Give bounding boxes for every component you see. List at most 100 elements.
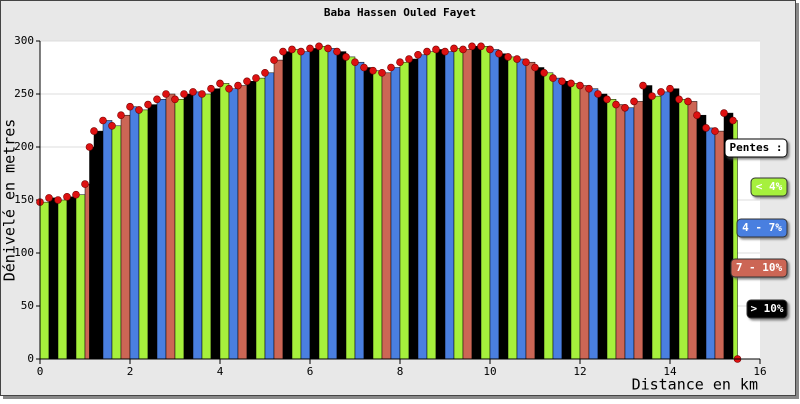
bar — [696, 114, 707, 360]
bar — [408, 58, 419, 360]
legend-title-box — [724, 138, 788, 158]
point — [702, 124, 710, 132]
legend: Pentes : < 4% 4 - 7% 7 - 10% > 10% — [724, 138, 788, 319]
bar — [75, 194, 86, 360]
bar — [201, 93, 212, 360]
bar — [660, 91, 671, 360]
point — [621, 103, 629, 112]
point — [576, 81, 584, 90]
bar — [381, 72, 392, 360]
bar — [543, 72, 554, 360]
legend-swatch — [746, 299, 788, 319]
bar — [39, 201, 50, 360]
legend-swatch — [750, 177, 788, 197]
y-tick-label: 300 — [14, 34, 34, 47]
bar — [570, 83, 581, 360]
point — [666, 84, 674, 93]
bar — [129, 106, 140, 360]
x-axis-label: Distance en km — [632, 376, 758, 394]
bar — [561, 81, 572, 360]
x-tick-label: 0 — [37, 365, 44, 378]
x-tick-label: 16 — [753, 365, 766, 378]
bar — [516, 58, 527, 360]
point — [423, 47, 431, 56]
point — [495, 49, 503, 58]
point — [513, 55, 521, 63]
point — [108, 122, 116, 130]
point — [306, 44, 314, 53]
bar — [237, 85, 248, 360]
point — [189, 88, 197, 96]
bar — [462, 49, 473, 360]
bar — [453, 48, 464, 360]
bar — [120, 114, 131, 360]
point — [54, 196, 62, 204]
y-tick-label: 250 — [14, 87, 34, 100]
bar — [624, 107, 635, 360]
point — [612, 100, 620, 109]
bar — [525, 61, 536, 360]
x-tick-label: 8 — [397, 365, 404, 378]
point — [72, 190, 80, 199]
bar — [417, 54, 428, 360]
chart-title: Baba Hassen Ouled Fayet — [324, 6, 476, 19]
point — [45, 194, 53, 202]
bar — [507, 56, 518, 360]
bar — [345, 56, 356, 360]
bar — [372, 70, 383, 360]
point — [135, 106, 143, 114]
point — [675, 95, 683, 104]
point — [270, 56, 278, 64]
bar — [363, 67, 374, 360]
bar — [435, 49, 446, 360]
point — [522, 58, 530, 67]
bar — [606, 99, 617, 360]
point — [342, 53, 350, 61]
x-tick-label: 2 — [127, 365, 134, 378]
point — [396, 58, 404, 67]
bar — [111, 125, 122, 360]
bar — [444, 51, 455, 360]
bar — [480, 46, 491, 360]
bar — [273, 59, 284, 360]
bar — [300, 51, 311, 360]
point — [405, 55, 413, 63]
x-tick-label: 12 — [573, 365, 586, 378]
point — [486, 45, 494, 54]
point — [432, 45, 440, 54]
plot: 0 50 100 150 200 250 300 0 2 4 6 8 10 12 14 16 — [14, 34, 767, 378]
point — [603, 95, 611, 104]
frame-shadow — [796, 3, 799, 399]
point — [468, 42, 476, 51]
y-axis-label: Dénivelé en metres — [1, 119, 19, 282]
point — [450, 44, 458, 53]
point — [180, 90, 188, 98]
point — [414, 50, 422, 59]
bar — [264, 72, 275, 360]
bar — [210, 88, 221, 360]
point — [648, 92, 656, 100]
legend-swatch — [736, 218, 788, 238]
point — [360, 63, 368, 72]
bar — [228, 88, 239, 360]
bar — [651, 95, 662, 360]
bar — [615, 104, 626, 360]
point — [81, 180, 89, 188]
point — [162, 90, 170, 98]
frame-shadow — [3, 396, 799, 399]
bar — [102, 120, 113, 360]
bar — [192, 91, 203, 360]
point — [594, 90, 602, 98]
bar — [89, 146, 95, 360]
bar — [291, 49, 302, 360]
point — [567, 79, 575, 88]
point — [171, 95, 179, 104]
point — [153, 95, 161, 104]
bar — [354, 61, 365, 360]
bar — [390, 67, 401, 360]
x-tick-label: 14 — [663, 365, 677, 378]
point — [585, 84, 593, 93]
x-tick-label: 4 — [217, 365, 224, 378]
point — [126, 102, 134, 111]
